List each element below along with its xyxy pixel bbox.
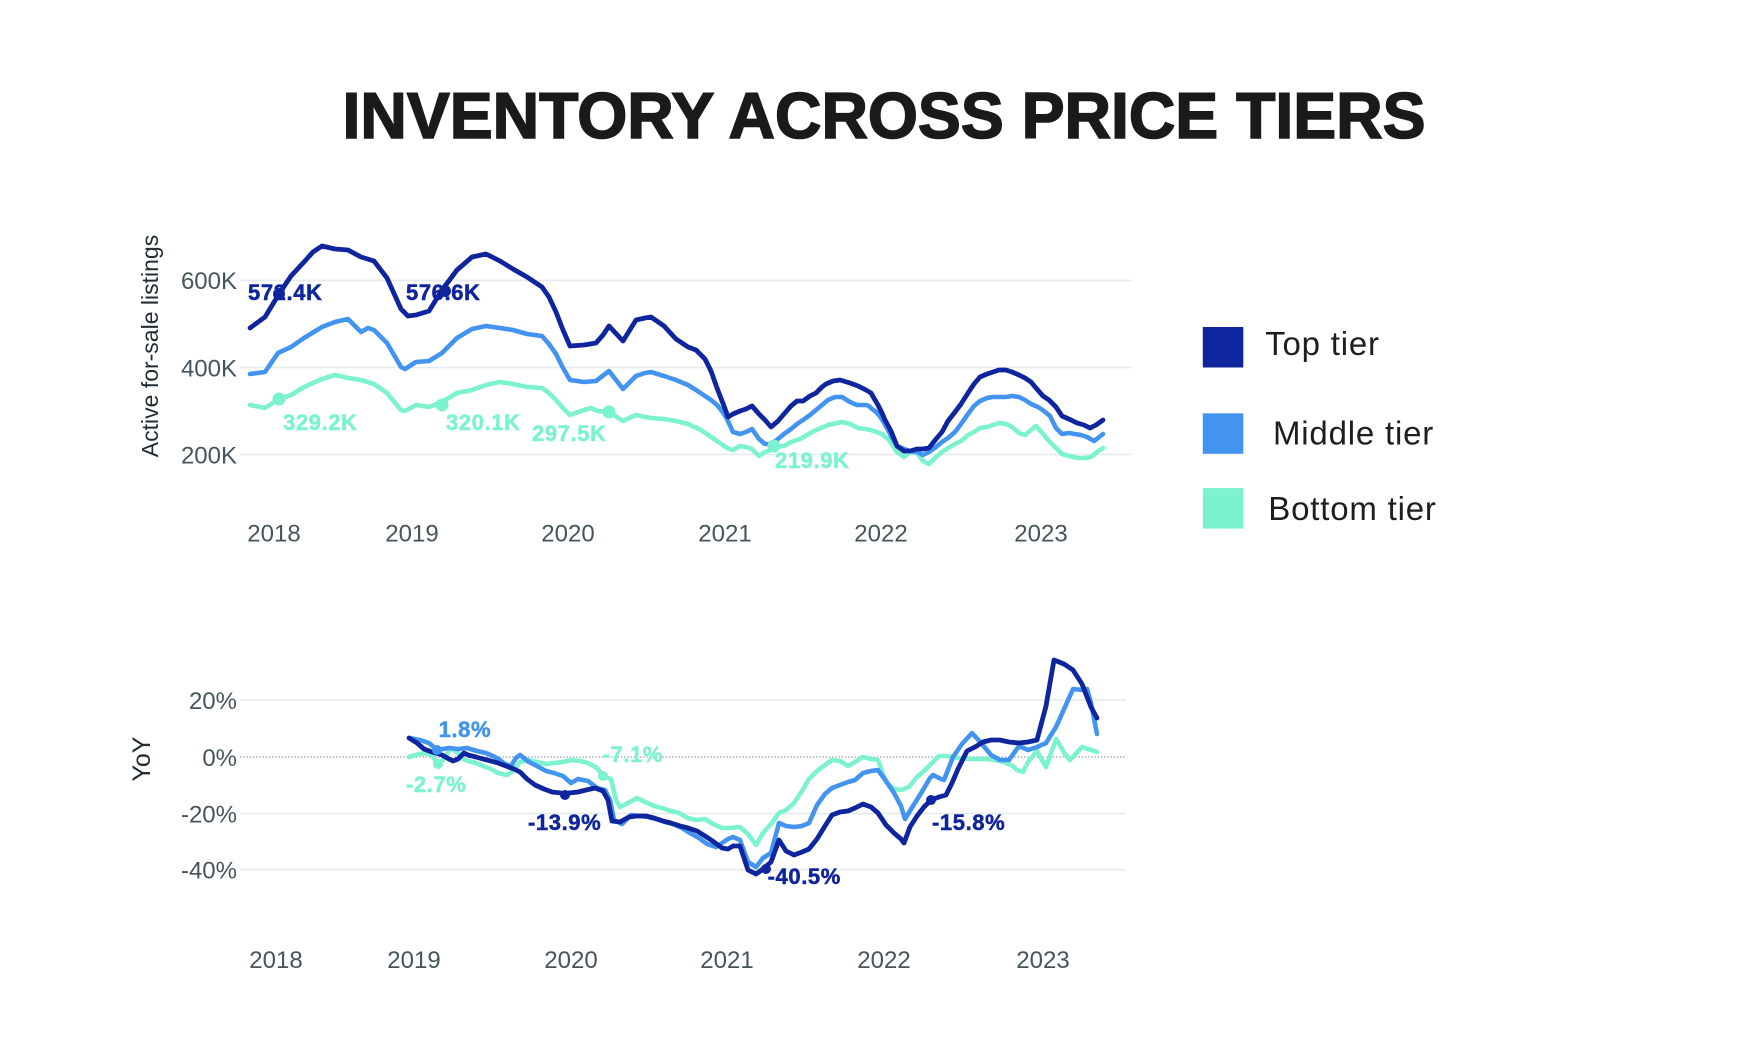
svg-text:2019: 2019 [385,520,438,547]
svg-text:Active for-sale listings: Active for-sale listings [137,235,163,457]
svg-text:-40%: -40% [181,858,237,885]
svg-text:2018: 2018 [247,520,300,547]
svg-text:-15.8%: -15.8% [932,810,1005,835]
svg-text:Bottom tier: Bottom tier [1268,490,1436,527]
svg-text:20%: 20% [189,688,237,715]
svg-text:2023: 2023 [1016,947,1069,974]
svg-text:Middle tier: Middle tier [1273,415,1434,452]
svg-text:-13.9%: -13.9% [528,810,601,835]
svg-text:200K: 200K [181,442,237,469]
svg-text:576.6K: 576.6K [406,280,481,305]
svg-text:297.5K: 297.5K [532,421,607,446]
svg-text:329.2K: 329.2K [283,410,358,435]
svg-text:320.1K: 320.1K [446,410,521,435]
svg-text:2019: 2019 [387,947,440,974]
svg-text:600K: 600K [181,268,237,295]
svg-text:0%: 0% [202,745,237,772]
svg-text:-20%: -20% [181,801,237,828]
svg-text:219.9K: 219.9K [775,448,850,473]
svg-text:1.8%: 1.8% [439,717,492,742]
svg-text:2020: 2020 [544,947,597,974]
svg-text:Top tier: Top tier [1265,325,1380,362]
svg-text:-2.7%: -2.7% [406,772,466,797]
svg-text:572.4K: 572.4K [248,280,323,305]
svg-text:2021: 2021 [700,947,753,974]
svg-text:YoY: YoY [128,736,156,781]
svg-text:INVENTORY ACROSS PRICE TIERS: INVENTORY ACROSS PRICE TIERS [343,79,1426,152]
svg-text:2021: 2021 [698,520,751,547]
svg-text:-7.1%: -7.1% [603,742,663,767]
svg-text:2020: 2020 [541,520,594,547]
svg-text:400K: 400K [181,355,237,382]
svg-text:2022: 2022 [854,520,907,547]
svg-text:2023: 2023 [1014,520,1067,547]
svg-text:2018: 2018 [249,947,302,974]
svg-text:-40.5%: -40.5% [768,864,841,889]
svg-text:2022: 2022 [857,947,910,974]
